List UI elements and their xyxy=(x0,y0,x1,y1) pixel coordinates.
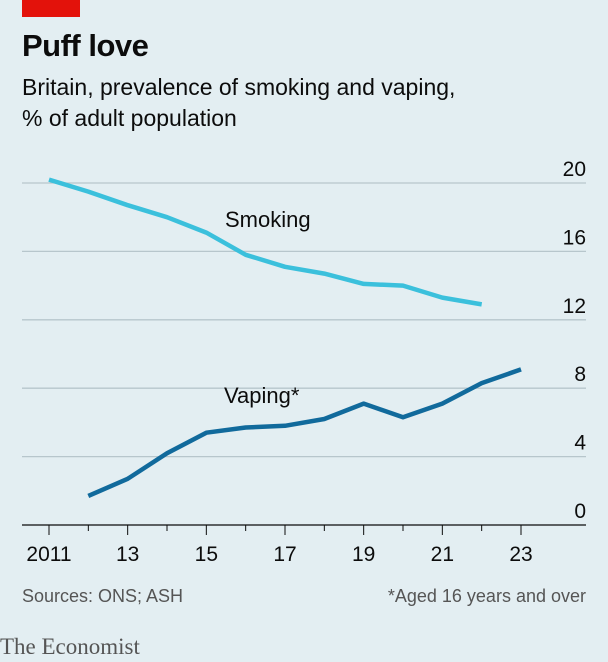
series-lines xyxy=(48,177,522,498)
y-axis-tick-labels: 0 4 8 12 16 20 xyxy=(563,158,587,523)
series-label-vaping: Vaping* xyxy=(224,383,300,408)
gridlines xyxy=(22,182,586,526)
x-tick-label-2019: 19 xyxy=(352,543,375,566)
y-tick-label-20: 20 xyxy=(563,158,586,181)
x-tick-label-2013: 13 xyxy=(116,543,139,566)
subtitle-line-2: % of adult population xyxy=(22,105,237,131)
x-tick-label-2017: 17 xyxy=(273,543,296,566)
x-tick-label-2021: 21 xyxy=(431,543,454,566)
subtitle-line-1: Britain, prevalence of smoking and vapin… xyxy=(22,74,456,100)
brand-red-tag xyxy=(22,0,80,17)
x-tick-label-2023: 23 xyxy=(509,543,532,566)
series-line-vaping xyxy=(87,367,522,498)
x-tick-label-2011: 2011 xyxy=(26,543,71,566)
x-axis: 2011 13 15 17 19 21 23 xyxy=(26,525,533,566)
series-label-smoking: Smoking xyxy=(225,207,311,232)
series-line-smoking xyxy=(48,177,483,307)
chart-title: Puff love xyxy=(22,28,149,63)
footnote: *Aged 16 years and over xyxy=(387,586,586,606)
x-tick-label-2015: 15 xyxy=(195,543,218,566)
y-tick-label-12: 12 xyxy=(563,295,586,318)
chart-subtitle: Britain, prevalence of smoking and vapin… xyxy=(22,72,582,134)
y-tick-label-0: 0 xyxy=(574,500,586,523)
series-labels: Smoking Vaping* xyxy=(224,207,311,408)
y-tick-label-4: 4 xyxy=(574,432,586,455)
y-tick-label-16: 16 xyxy=(563,226,586,249)
source-note: Sources: ONS; ASH xyxy=(22,586,184,606)
y-tick-label-8: 8 xyxy=(574,363,586,386)
line-chart: 0 4 8 12 16 20 2011 13 15 17 19 21 23 Smoking Vaping… xyxy=(22,158,587,566)
brand-wordmark: The Economist xyxy=(0,634,140,659)
